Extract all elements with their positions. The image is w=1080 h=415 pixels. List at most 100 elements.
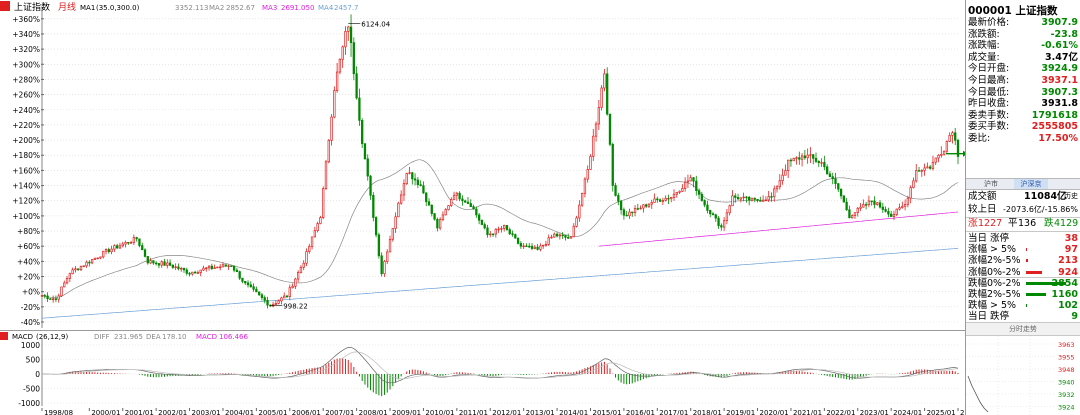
x-tick-label: 2014/01 [559, 409, 588, 415]
candles [40, 14, 960, 309]
candle [867, 195, 871, 208]
candle-body [143, 249, 147, 257]
x-tick-label: 2003/01 [192, 409, 221, 415]
candle [121, 241, 124, 248]
candle-body [714, 214, 717, 219]
candle [283, 292, 286, 299]
macd-chart[interactable]: 1000 500 0 -500 -1000 MACD (26,12,9) DIFF 23… [0, 330, 965, 408]
title-index-name: 上证指数 [14, 1, 50, 13]
candle-body [377, 234, 381, 257]
candle-body [310, 236, 314, 247]
macd-params: (26,12,9) [36, 333, 68, 341]
candle [572, 223, 575, 238]
candle [93, 257, 97, 261]
x-tick-label: 2023/01 [860, 409, 889, 415]
candle-body [160, 261, 163, 266]
quote-label: 今日开盘: [968, 63, 1010, 75]
candle [784, 164, 787, 176]
candle-body [241, 277, 244, 282]
candle [205, 266, 208, 272]
tab-shsz[interactable]: 沪深京 [1014, 179, 1048, 189]
candle [291, 283, 294, 289]
candle-body [74, 268, 77, 271]
candle-body [219, 266, 222, 269]
candle [909, 185, 912, 204]
quote-value: 3.47亿 [1045, 51, 1078, 63]
candle-body [823, 162, 826, 168]
candle-body [773, 188, 776, 197]
candle-body [372, 194, 375, 218]
candle-body [625, 214, 628, 217]
candle [592, 129, 595, 161]
candle-body [54, 298, 58, 300]
x-tick-label: 2002/01 [158, 409, 187, 415]
candle-body [202, 267, 205, 271]
candle [330, 114, 333, 146]
intraday-title[interactable]: 分时走势 [966, 322, 1080, 336]
candle [277, 299, 280, 305]
candle [806, 148, 809, 164]
x-tick-label: 2007/01 [325, 409, 354, 415]
distribution-row: 涨幅 > 5% 97 [968, 244, 1078, 256]
candle [789, 158, 793, 167]
candle [132, 234, 136, 246]
candle [892, 210, 896, 221]
candle [917, 167, 921, 172]
turnover-history[interactable]: 历史 [1064, 192, 1078, 200]
candle [653, 193, 656, 203]
x-tick-label: 2010/01 [425, 409, 454, 415]
candle [469, 199, 472, 207]
candle [650, 199, 653, 210]
candle-body [781, 174, 784, 182]
candle-body [681, 188, 684, 192]
candle-body [497, 228, 500, 231]
candle-body [99, 256, 102, 259]
candle-body [753, 197, 756, 200]
candle [160, 260, 163, 268]
candle [683, 177, 687, 192]
intraday-mini-chart[interactable]: 3963 3955 3948 3940 3932 3924 [966, 336, 1080, 415]
candle-body [57, 295, 60, 300]
candle [182, 267, 186, 273]
candle-body [711, 213, 715, 216]
candle [246, 280, 250, 288]
candle [934, 157, 937, 165]
candle-body [658, 199, 662, 202]
compare-value: -2073.6亿/-15.86% [1003, 205, 1078, 214]
compare-label: 较上日 [968, 204, 997, 215]
mini-tick-label: 3940 [1058, 379, 1075, 387]
tab-sh[interactable]: 沪市 [984, 180, 998, 188]
candle-body [447, 205, 450, 210]
x-tick-label: 2006/01 [292, 409, 321, 415]
distribution-bar [1026, 270, 1042, 274]
candle-body [795, 157, 798, 159]
candle [561, 232, 564, 239]
candle-body [611, 143, 614, 186]
candle-body [608, 113, 612, 145]
candle-body [926, 166, 929, 169]
candle [135, 236, 138, 242]
panel-divider[interactable] [965, 0, 966, 415]
candle-body [118, 245, 122, 249]
candle-body [853, 212, 857, 216]
candle [759, 196, 762, 202]
candle-body [163, 261, 166, 266]
kline-chart[interactable]: +360% +340% +320% +300% +280% +260% +240% +220%… [0, 0, 965, 330]
title-ma2-label: MA2 [209, 4, 224, 12]
title-period: 月线 [58, 1, 76, 13]
candle [361, 118, 364, 148]
candle-body [505, 225, 509, 230]
candle [912, 177, 915, 189]
candle [168, 259, 172, 267]
candle-body [138, 238, 141, 246]
candle-body [583, 178, 587, 194]
candle [63, 280, 66, 288]
ma-line-magenta [598, 211, 959, 247]
candle-body [859, 206, 862, 209]
candle [285, 294, 289, 298]
distribution-bar [1026, 281, 1066, 285]
candle-body [867, 200, 871, 206]
candle [333, 86, 336, 119]
candle-body [132, 237, 136, 243]
candle-body [798, 157, 801, 160]
